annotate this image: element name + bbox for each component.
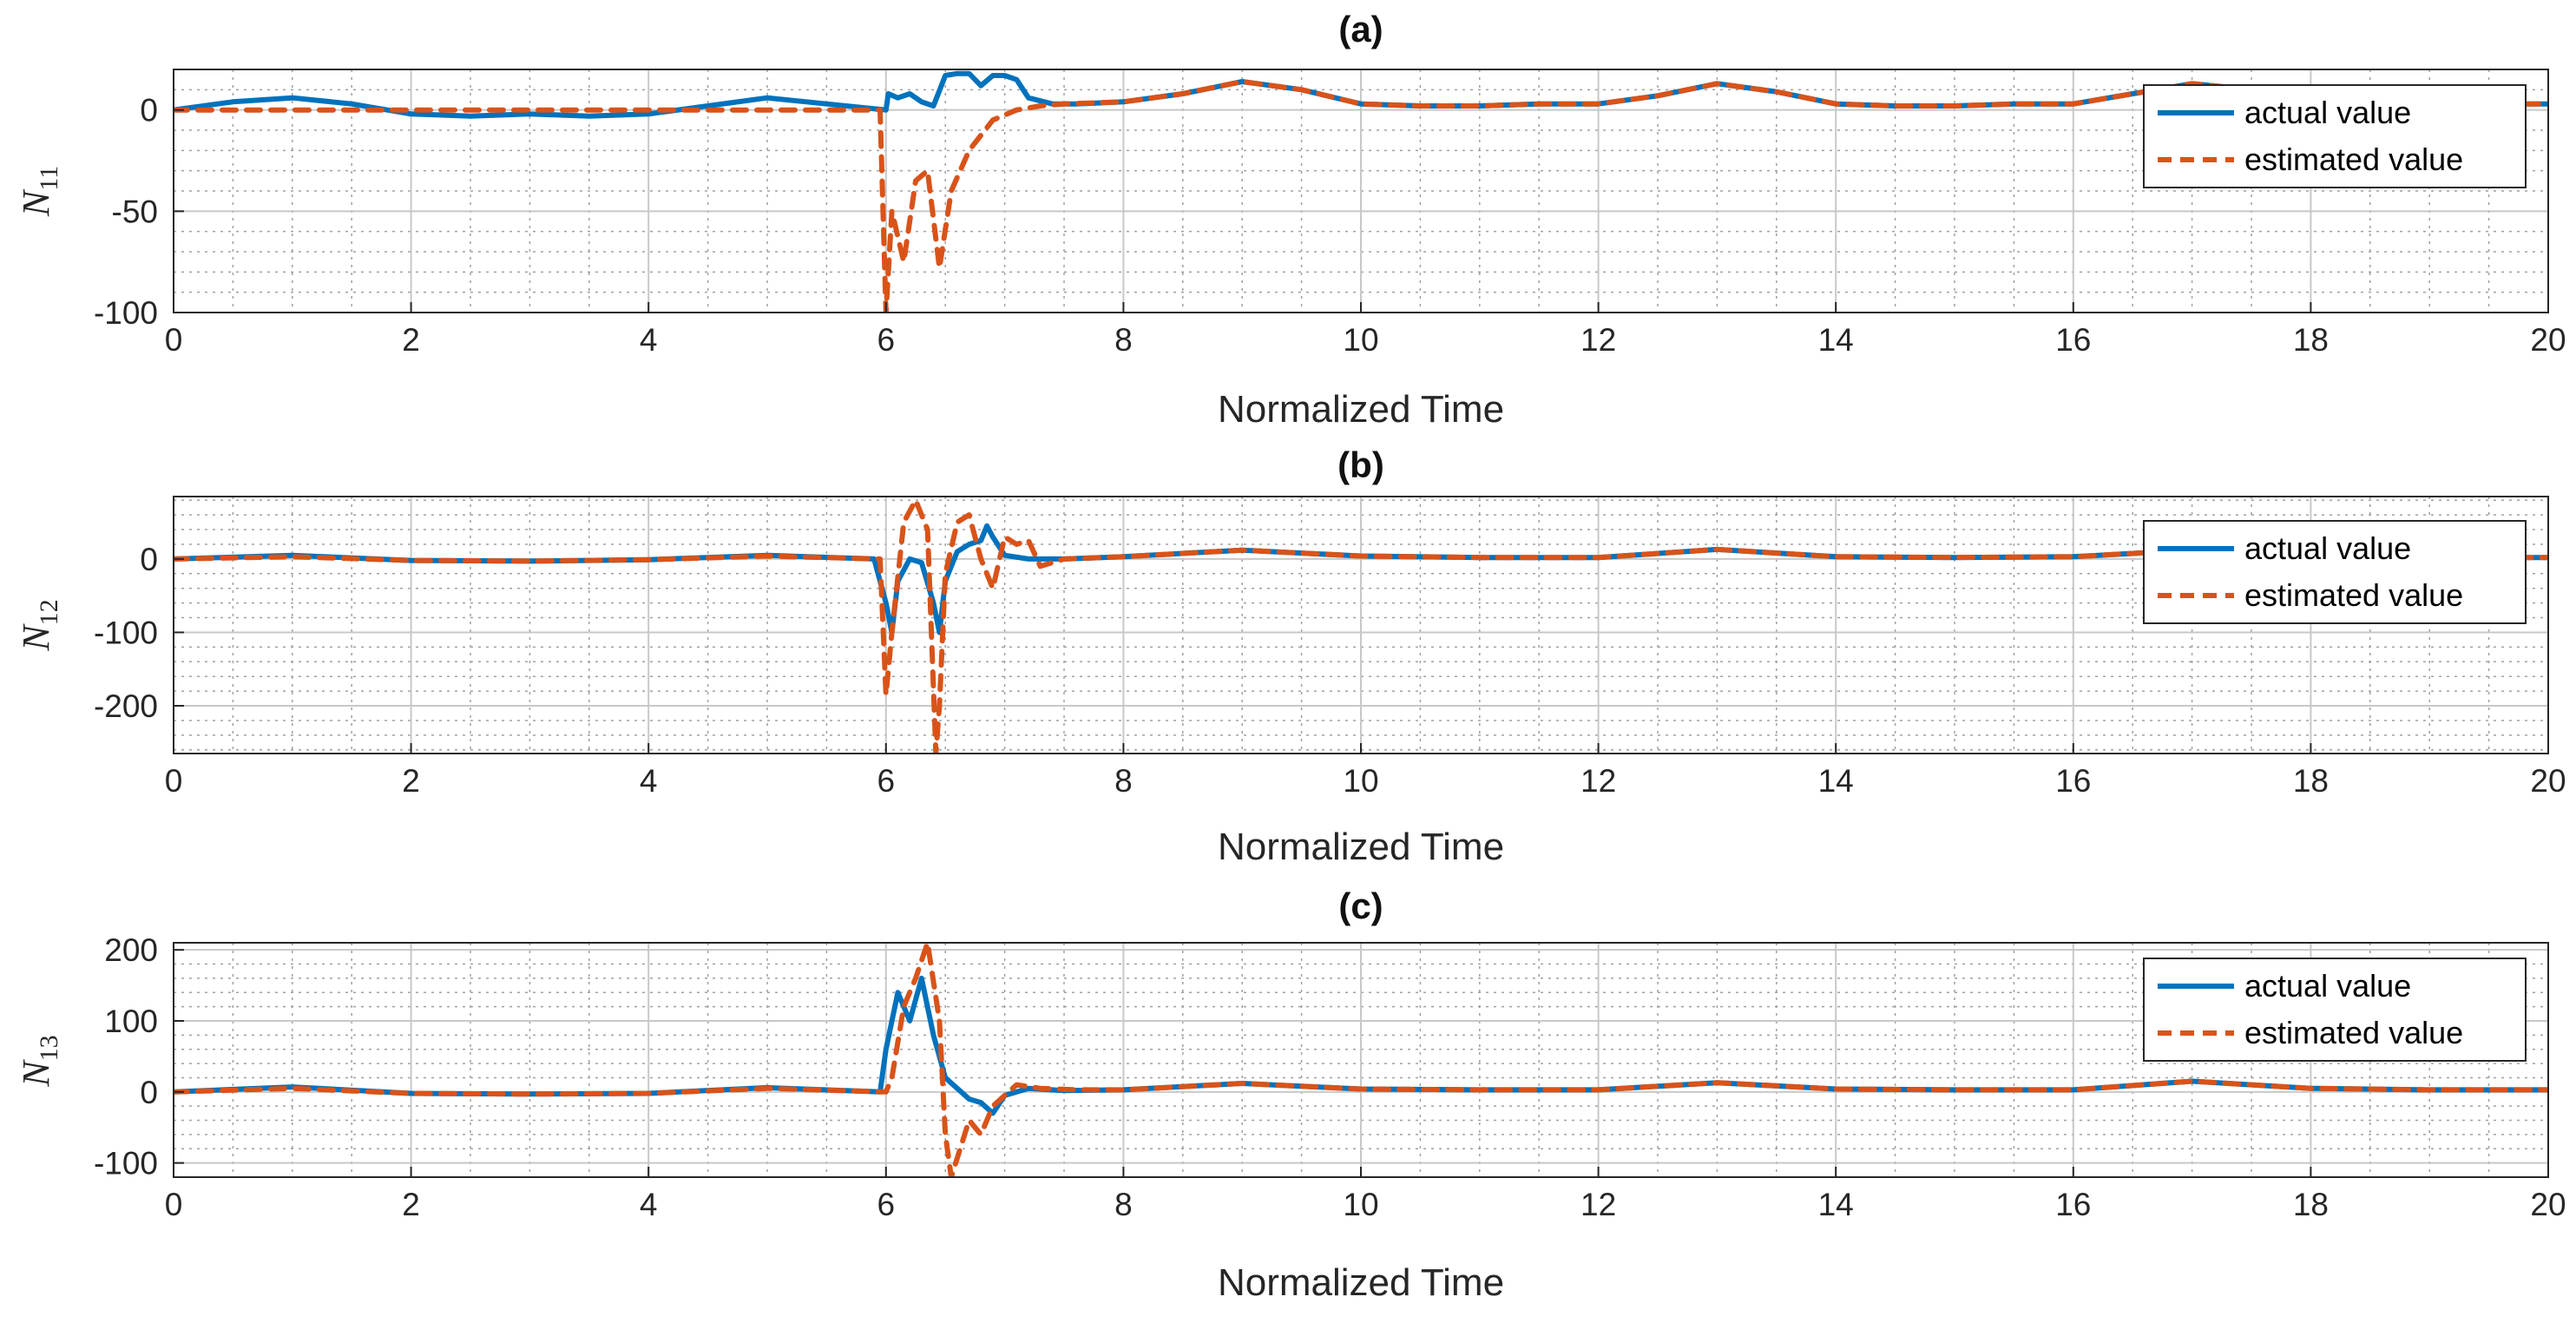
x-tick-label: 2 — [402, 1187, 420, 1222]
series-layer — [174, 943, 2548, 1177]
y-axis-label-main: N — [15, 188, 57, 217]
legend-box — [2143, 84, 2527, 188]
x-ticks: 0 2 4 6 8 10 12 14 16 18 20 — [165, 302, 2566, 358]
x-ticks: 0 2 4 6 8 10 12 14 16 18 20 — [165, 1167, 2566, 1222]
y-ticks: 200 100 0 -100 — [94, 932, 184, 1181]
x-tick-label: 0 — [165, 1187, 183, 1222]
panel-a: (a) 0 2 4 6 8 10 12 14 16 18 20 0 -50 -100 Normalize… — [15, 9, 2566, 431]
legend: actual value estimated value — [2143, 520, 2527, 624]
y-tick-label: -200 — [94, 688, 158, 724]
x-tick-label: 20 — [2530, 1187, 2566, 1222]
y-tick-label: -100 — [94, 295, 158, 331]
legend-label-actual: actual value — [2244, 968, 2411, 1004]
y-axis-label-sub: 12 — [35, 599, 63, 625]
series-clip-group — [174, 943, 2548, 1177]
x-tick-label: 10 — [1343, 1187, 1378, 1222]
y-axis-label-main: N — [15, 1059, 57, 1088]
x-tick-label: 2 — [402, 322, 420, 358]
x-tick-label: 6 — [877, 1187, 896, 1222]
legend: actual value estimated value — [2143, 958, 2527, 1062]
x-tick-label: 8 — [1114, 763, 1133, 799]
x-tick-label: 10 — [1343, 763, 1378, 799]
y-tick-label: -100 — [94, 1146, 158, 1181]
legend-box — [2143, 520, 2527, 624]
x-tick-label: 0 — [165, 763, 183, 799]
x-tick-label: 16 — [2055, 763, 2091, 799]
x-tick-label: 12 — [1580, 322, 1616, 358]
x-axis-label: Normalized Time — [1218, 388, 1504, 431]
panel-b: (b) 0 2 4 6 8 10 12 14 16 18 20 0 -100 -200 Normaliz… — [15, 444, 2566, 868]
series-line-estimated — [174, 497, 2548, 754]
y-tick-label: 100 — [104, 1004, 158, 1039]
legend-box — [2143, 958, 2527, 1062]
x-tick-label: 10 — [1343, 322, 1378, 358]
y-axis-label-sub: 11 — [35, 166, 63, 191]
legend-label-estimated: estimated value — [2244, 142, 2463, 177]
x-tick-label: 20 — [2530, 763, 2566, 799]
y-ticks: 0 -100 -200 — [94, 542, 184, 724]
legend-label-estimated: estimated value — [2244, 577, 2463, 613]
x-tick-label: 16 — [2055, 1187, 2091, 1222]
x-tick-label: 12 — [1580, 763, 1616, 799]
x-tick-label: 6 — [877, 322, 896, 358]
x-tick-label: 8 — [1114, 322, 1133, 358]
x-tick-label: 16 — [2055, 322, 2091, 358]
y-axis-label-sub: 13 — [35, 1035, 63, 1061]
y-axis-label-main: N — [15, 623, 57, 652]
y-ticks: 0 -50 -100 — [94, 93, 184, 331]
x-tick-label: 20 — [2530, 322, 2566, 358]
y-tick-label: 0 — [140, 542, 158, 577]
x-tick-label: 12 — [1580, 1187, 1616, 1222]
x-tick-label: 4 — [640, 322, 658, 358]
x-axis-label: Normalized Time — [1218, 826, 1504, 868]
chart-title: (c) — [1338, 885, 1383, 926]
y-axis-label: N13 — [15, 1035, 63, 1087]
x-tick-label: 18 — [2293, 322, 2329, 358]
chart-title: (a) — [1338, 9, 1383, 49]
y-tick-label: -100 — [94, 615, 158, 650]
legend-label-actual: actual value — [2244, 530, 2411, 566]
legend-label-actual: actual value — [2244, 95, 2411, 130]
x-tick-label: 18 — [2293, 763, 2329, 799]
legend-label-estimated: estimated value — [2244, 1015, 2463, 1050]
x-tick-label: 4 — [640, 1187, 658, 1222]
chart-title: (b) — [1337, 444, 1384, 485]
series-line-estimated — [174, 943, 2548, 1177]
y-axis-label: N12 — [15, 599, 63, 651]
legend: actual value estimated value — [2143, 84, 2527, 188]
x-tick-label: 8 — [1114, 1187, 1133, 1222]
x-tick-label: 4 — [640, 763, 658, 799]
x-tick-label: 6 — [877, 763, 896, 799]
y-tick-label: 0 — [140, 93, 158, 128]
y-tick-label: 200 — [104, 932, 158, 968]
x-tick-label: 14 — [1818, 1187, 1854, 1222]
y-tick-label: -50 — [112, 194, 158, 229]
x-tick-label: 14 — [1818, 763, 1854, 799]
y-tick-label: 0 — [140, 1075, 158, 1110]
y-axis-label: N11 — [15, 166, 63, 217]
x-axis-label: Normalized Time — [1218, 1261, 1504, 1304]
series-clip-group — [174, 497, 2548, 754]
x-ticks: 0 2 4 6 8 10 12 14 16 18 20 — [165, 743, 2566, 799]
x-tick-label: 18 — [2293, 1187, 2329, 1222]
x-tick-label: 2 — [402, 763, 420, 799]
series-layer — [174, 497, 2548, 754]
x-tick-label: 14 — [1818, 322, 1854, 358]
x-tick-label: 0 — [165, 322, 183, 358]
